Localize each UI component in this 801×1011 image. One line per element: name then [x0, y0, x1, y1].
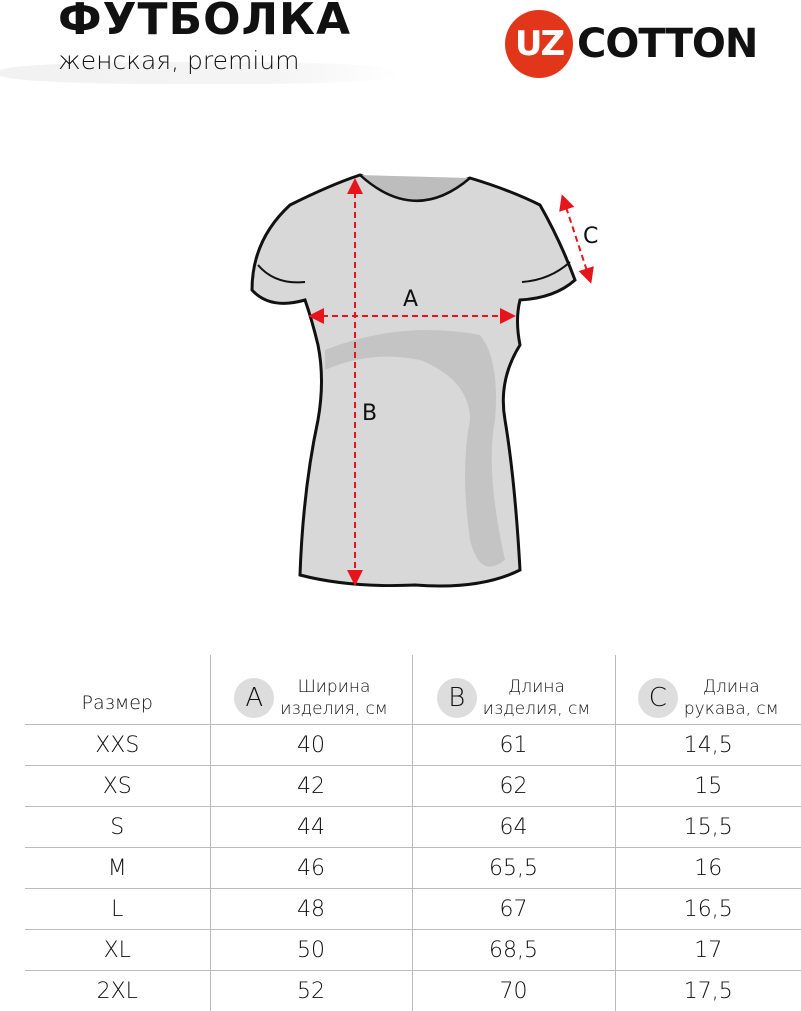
table-cell: 52: [210, 971, 412, 1011]
table-cell: 15: [615, 766, 801, 807]
table-cell: 44: [210, 807, 412, 848]
table-cell: M: [25, 848, 210, 889]
table-cell: 42: [210, 766, 412, 807]
table-cell: 16: [615, 848, 801, 889]
table-cell: XXS: [25, 725, 210, 766]
table-cell: 50: [210, 930, 412, 971]
label-c: C: [583, 224, 598, 249]
header-label: Ширина: [298, 677, 371, 697]
table-cell: 65,5: [412, 848, 615, 889]
brand-logo: UZ COTTON: [505, 10, 757, 78]
product-subtitle: женская, premium: [58, 46, 300, 75]
tshirt-outline: [252, 175, 575, 586]
table-cell: 16,5: [615, 889, 801, 930]
table-cell: 15,5: [615, 807, 801, 848]
product-title: ФУТБОЛКА: [58, 0, 351, 45]
tshirt-diagram: A B C: [0, 150, 801, 600]
badge-b: B: [437, 678, 477, 718]
header-label: Длина: [703, 677, 760, 697]
table-cell: 48: [210, 889, 412, 930]
table-cell: 67: [412, 889, 615, 930]
table-cell: XL: [25, 930, 210, 971]
header-label: Длина: [508, 677, 565, 697]
table-cell: 68,5: [412, 930, 615, 971]
label-a: A: [403, 287, 418, 312]
table-cell: L: [25, 889, 210, 930]
col-size: Размер: [25, 655, 210, 725]
badge-c: C: [638, 678, 678, 718]
table-cell: 14,5: [615, 725, 801, 766]
table-cell: 46: [210, 848, 412, 889]
header-label: изделия, см: [483, 699, 590, 719]
table-cell: 2XL: [25, 971, 210, 1011]
logo-mark: UZ: [505, 10, 573, 78]
table-cell: 70: [412, 971, 615, 1011]
label-b: B: [362, 401, 377, 426]
badge-a: A: [234, 678, 274, 718]
table-cell: 40: [210, 725, 412, 766]
header-label: рукава, см: [684, 699, 779, 719]
table-cell: XS: [25, 766, 210, 807]
table-cell: S: [25, 807, 210, 848]
table-cell: 17: [615, 930, 801, 971]
table-cell: 64: [412, 807, 615, 848]
header-label: Размер: [82, 692, 153, 714]
table-cell: 61: [412, 725, 615, 766]
table-cell: 17,5: [615, 971, 801, 1011]
table-cell: 62: [412, 766, 615, 807]
header-label: изделия, см: [280, 699, 387, 719]
logo-word: COTTON: [577, 21, 757, 67]
